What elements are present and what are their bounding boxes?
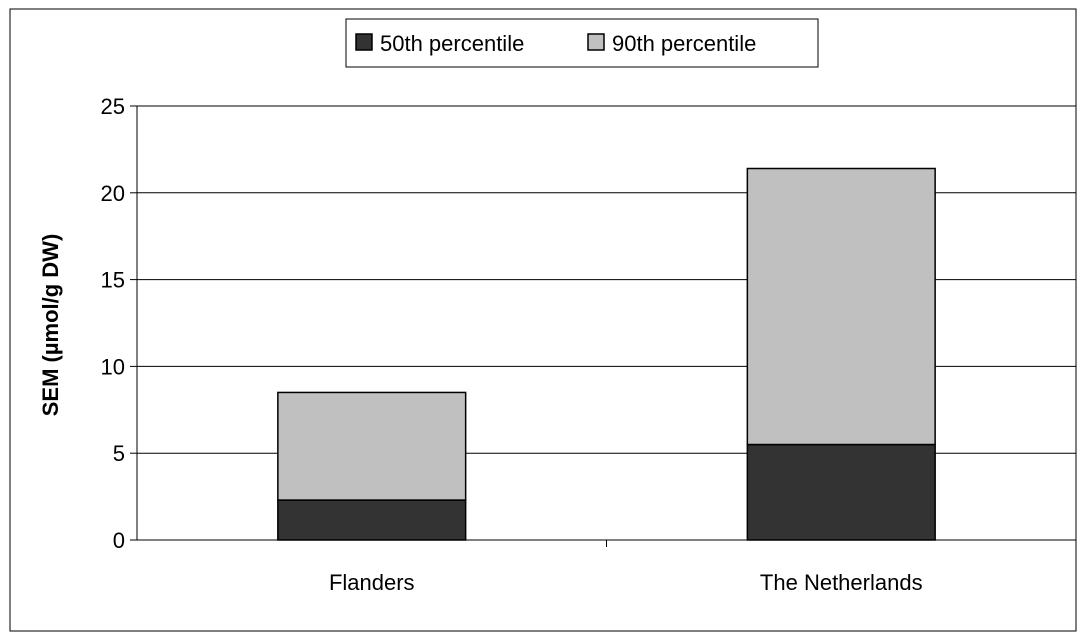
bar-segment <box>746 443 936 541</box>
legend-label: 90th percentile <box>612 31 756 56</box>
bar-segment <box>746 167 936 446</box>
legend: 50th percentile 90th percentile <box>345 18 819 68</box>
y-axis-label: SEM (µmol/g DW) <box>38 234 63 417</box>
y-tick-label: 5 <box>113 441 125 466</box>
y-tick-label: 20 <box>101 181 125 206</box>
y-tick-label: 0 <box>113 528 125 553</box>
legend-label: 50th percentile <box>380 31 524 56</box>
y-tick-label: 25 <box>101 94 125 119</box>
axes: 0 5 10 15 20 25 Flanders The Netherlands <box>101 94 1077 595</box>
x-category-label: Flanders <box>329 570 415 595</box>
x-category-label: The Netherlands <box>760 570 923 595</box>
y-tick-label: 10 <box>101 354 125 379</box>
bars <box>277 167 936 541</box>
legend-swatch <box>355 33 373 51</box>
legend-swatch <box>587 33 605 51</box>
bar-segment <box>277 499 467 541</box>
legend-box <box>345 18 819 68</box>
y-tick-label: 15 <box>101 268 125 293</box>
bar-segment <box>277 391 467 501</box>
